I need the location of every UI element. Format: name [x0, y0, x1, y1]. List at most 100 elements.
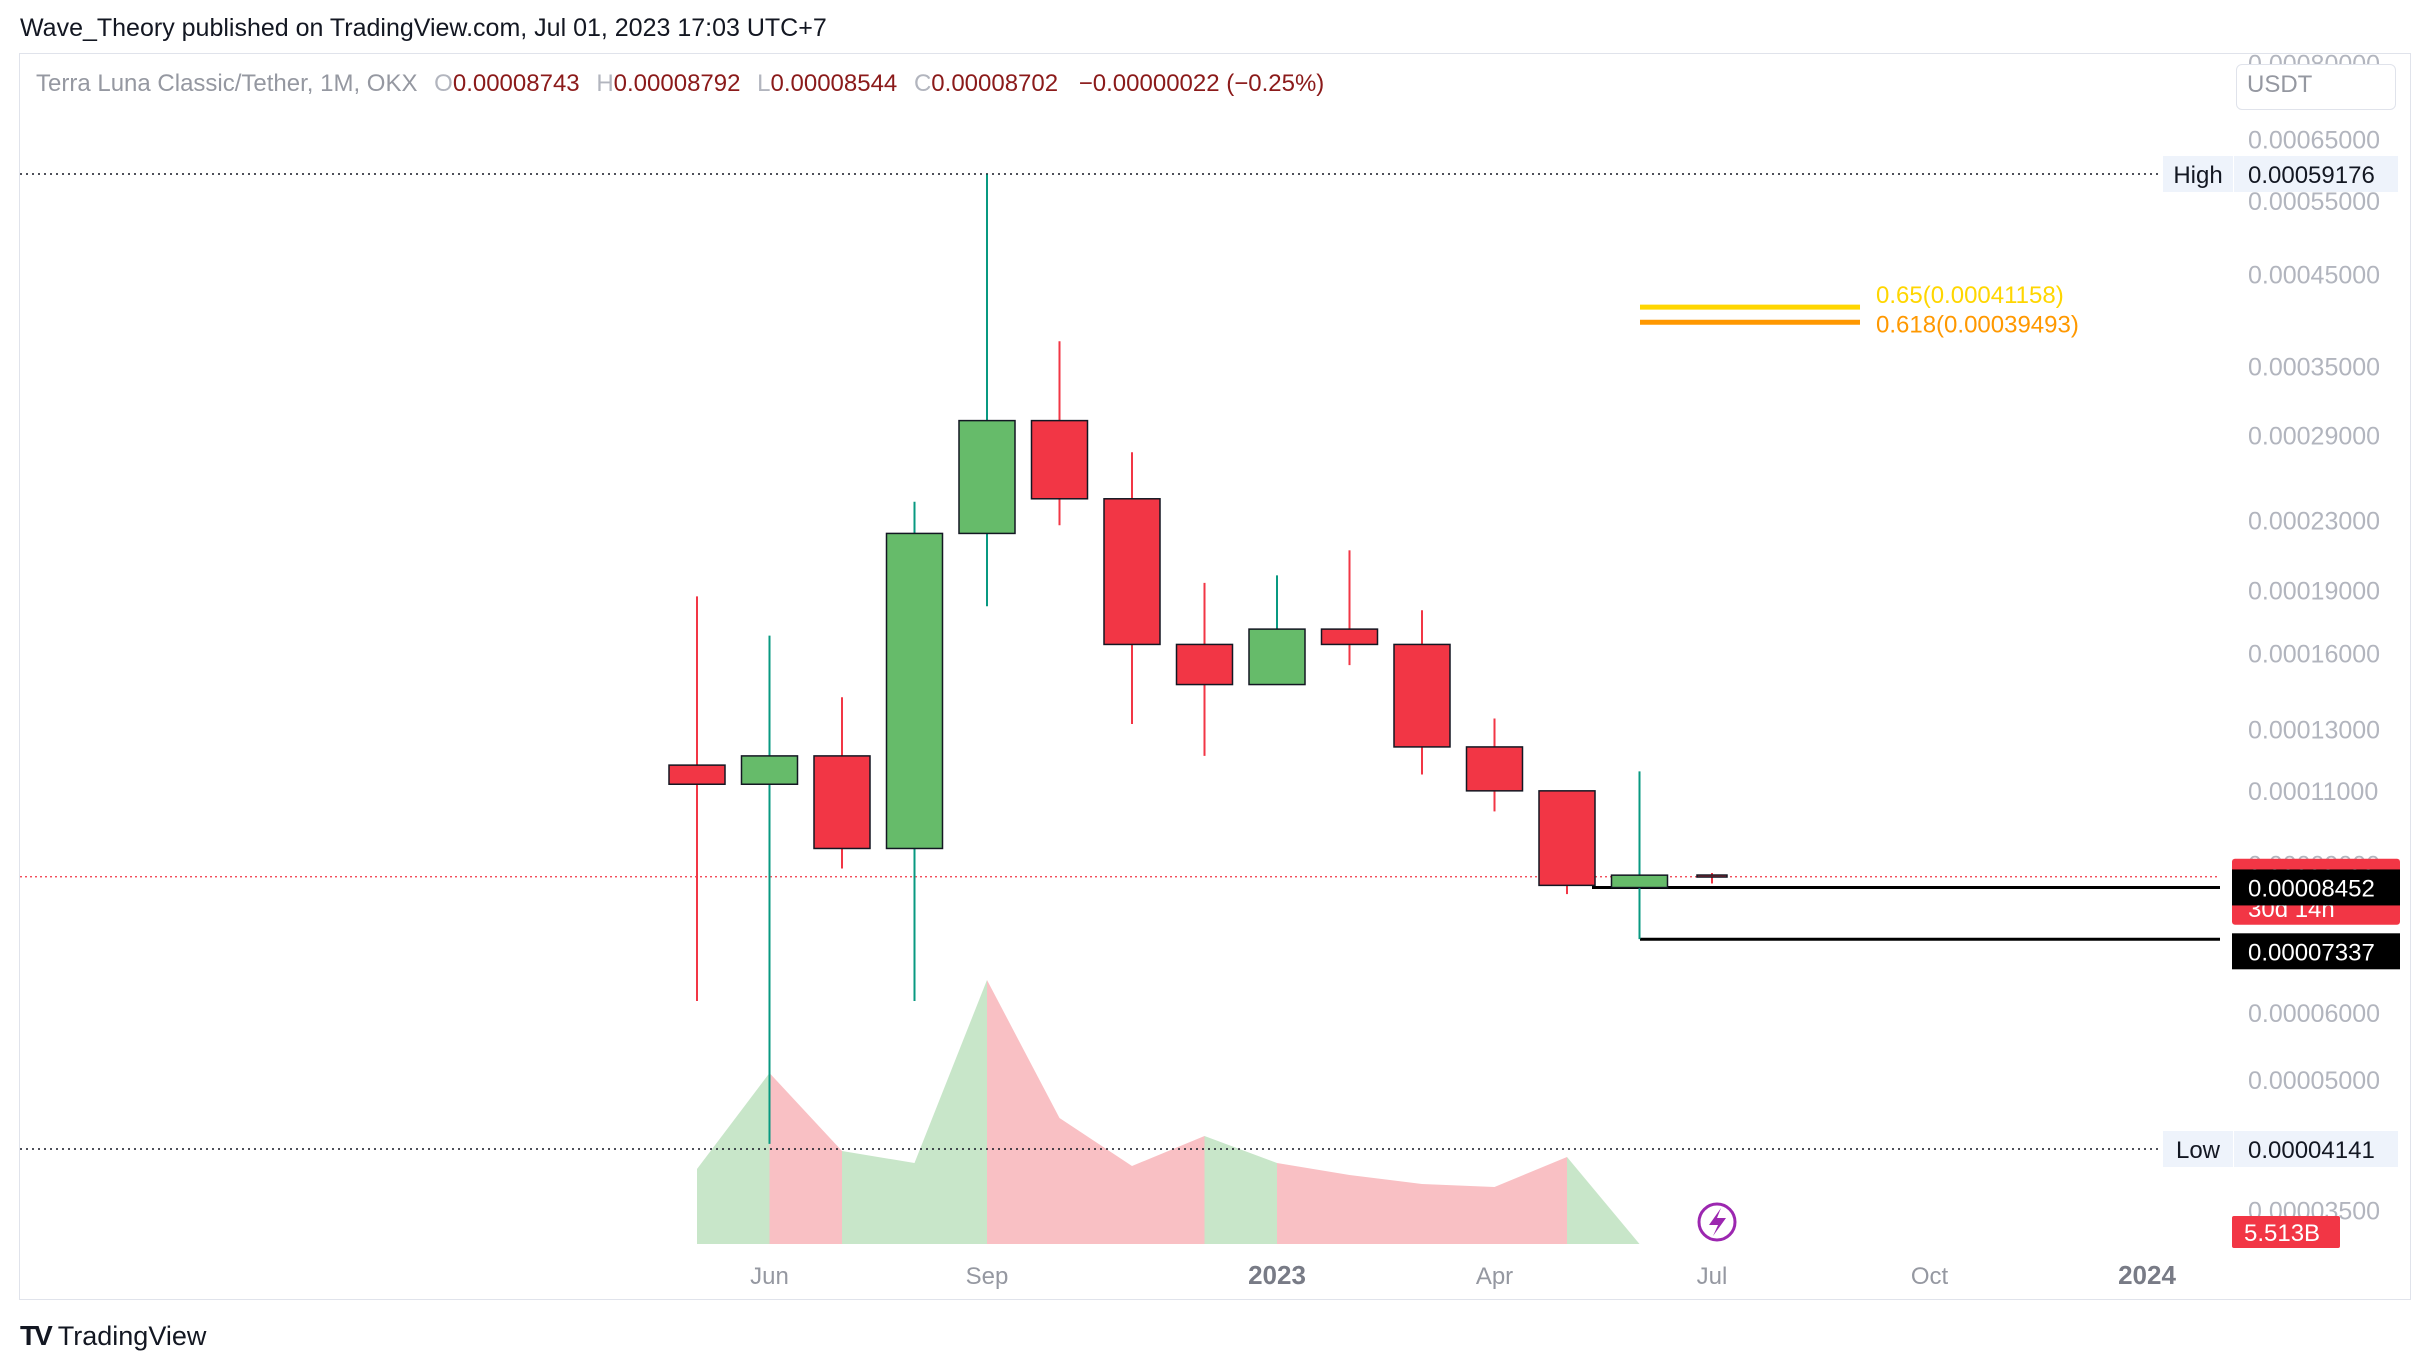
candle-body	[813, 755, 871, 850]
symbol-name: Terra Luna Classic/Tether, 1M, OKX	[36, 70, 418, 97]
volume-segment	[769, 1073, 842, 1244]
x-axis-tick-label: Apr	[1476, 1263, 1513, 1290]
y-axis-tick-label: 0.00065000	[2248, 127, 2380, 155]
y-axis-tick-label: 0.00055000	[2248, 188, 2380, 216]
volume-segment	[842, 1151, 915, 1244]
low-value: 0.00008544	[770, 70, 898, 97]
candle-body	[1175, 643, 1234, 686]
candle-body	[1465, 746, 1524, 792]
price-marker-value-bg	[2234, 1131, 2398, 1167]
line-price-value: 0.00007337	[2248, 939, 2375, 966]
x-axis-tick-label: 2023	[1248, 1260, 1306, 1290]
price-marker-label-bg	[2163, 156, 2233, 192]
price-marker-value-bg	[2234, 156, 2398, 192]
lightning-icon-bolt	[1709, 1208, 1726, 1236]
line-price-label: 0.00008452	[2232, 869, 2400, 906]
candle	[813, 697, 871, 869]
high-value: 0.00008792	[613, 70, 741, 97]
y-axis-tick-label: 0.00011000	[2248, 778, 2378, 806]
y-axis-tick-label: 0.00016000	[2248, 640, 2380, 668]
price-marker-label: Low	[2176, 1137, 2221, 1164]
line-price-bg	[2232, 933, 2400, 970]
volume-segment	[1204, 1136, 1277, 1244]
fib-level-label: 0.65(0.00041158)	[1876, 282, 2064, 309]
candle-body	[740, 755, 799, 785]
candle	[1030, 341, 1089, 526]
y-axis-tick-label: 0.00023000	[2248, 507, 2380, 535]
open-value: 0.00008743	[452, 70, 580, 97]
currency-selector[interactable]: USDT	[2236, 64, 2396, 110]
price-marker-value: 0.00004141	[2248, 1137, 2375, 1164]
volume-segment	[1059, 1118, 1132, 1244]
candle	[668, 596, 726, 1002]
candle-body	[1103, 498, 1161, 646]
price-marker-label-bg	[2163, 1131, 2233, 1167]
x-axis-tick-label: 2024	[2118, 1260, 2176, 1290]
volume-segment	[1567, 1157, 1640, 1244]
line-price-value: 0.00008452	[2248, 875, 2375, 902]
footer-brand: TV TradingView	[20, 1320, 206, 1352]
x-axis-tick-label: Jun	[750, 1263, 789, 1290]
candle	[1103, 452, 1161, 725]
volume-segment	[697, 1073, 770, 1244]
volume-label: 5.513B	[2232, 1216, 2340, 1248]
chart-frame	[19, 53, 2411, 1300]
y-axis-tick-label: 0.00006000	[2248, 1000, 2380, 1028]
x-axis-tick-label: Jul	[1697, 1263, 1728, 1290]
volume-segment	[1277, 1163, 1350, 1244]
candle-body	[885, 532, 944, 850]
price-marker: Low 0.00004141	[2163, 1131, 2398, 1167]
price-marker-label: High	[2173, 162, 2222, 189]
candle	[740, 635, 799, 1144]
close-value: 0.00008702	[931, 70, 1059, 97]
x-axis-tick-label: Oct	[1911, 1263, 1949, 1290]
volume-segment	[987, 980, 1060, 1244]
footer-brand-name: TradingView	[57, 1320, 207, 1351]
high-label: H	[596, 70, 614, 97]
candle-body	[1393, 643, 1451, 748]
lightning-icon	[1697, 1202, 1737, 1242]
open-label: O	[434, 70, 453, 97]
y-axis-tick-label: 0.00045000	[2248, 261, 2380, 289]
symbol-legend: Terra Luna Classic/Tether, 1M, OKX O0.00…	[36, 70, 1324, 98]
candle-body	[958, 419, 1016, 535]
candle	[885, 501, 944, 1002]
price-marker: High 0.00059176	[2163, 156, 2398, 192]
volume-segment	[1422, 1184, 1495, 1244]
change-value: −0.00000022 (−0.25%)	[1078, 70, 1325, 97]
price-marker-value: 0.00059176	[2248, 162, 2375, 189]
volume-segment	[1132, 1136, 1205, 1244]
y-axis-tick-label: 0.00005000	[2248, 1067, 2380, 1095]
line-price-bg	[2232, 869, 2400, 906]
candle-body	[1610, 874, 1669, 889]
x-axis-tick-label: Sep	[966, 1263, 1009, 1290]
candle-body	[1030, 419, 1089, 500]
candle-body	[1538, 790, 1596, 887]
volume-segment	[914, 980, 987, 1244]
candle	[958, 174, 1016, 607]
publisher-header: Wave_Theory published on TradingView.com…	[20, 14, 827, 42]
candle	[1610, 771, 1669, 940]
candle-body	[1248, 628, 1306, 686]
volume-label-bg	[2232, 1216, 2340, 1248]
candle	[1248, 575, 1306, 686]
fib-level-label: 0.618(0.00039493)	[1876, 311, 2079, 338]
y-axis-tick-label: 0.00035000	[2248, 354, 2380, 382]
candle-body	[1696, 874, 1728, 878]
tradingview-logo-icon: TV	[20, 1320, 53, 1351]
candle	[1320, 550, 1379, 666]
y-axis-tick-label: 0.00019000	[2248, 577, 2380, 605]
volume-segment	[1349, 1175, 1422, 1244]
candle	[1393, 610, 1451, 775]
candle	[1538, 790, 1596, 895]
candle	[1696, 872, 1728, 884]
close-label: C	[913, 70, 932, 97]
y-axis-tick-label: 0.00013000	[2248, 717, 2380, 745]
candle-body	[1320, 628, 1379, 646]
low-label: L	[757, 70, 771, 97]
candle	[1465, 718, 1524, 812]
volume-label-value: 5.513B	[2244, 1220, 2320, 1247]
line-price-label: 0.00007337	[2232, 933, 2400, 970]
volume-segment	[1494, 1157, 1567, 1244]
